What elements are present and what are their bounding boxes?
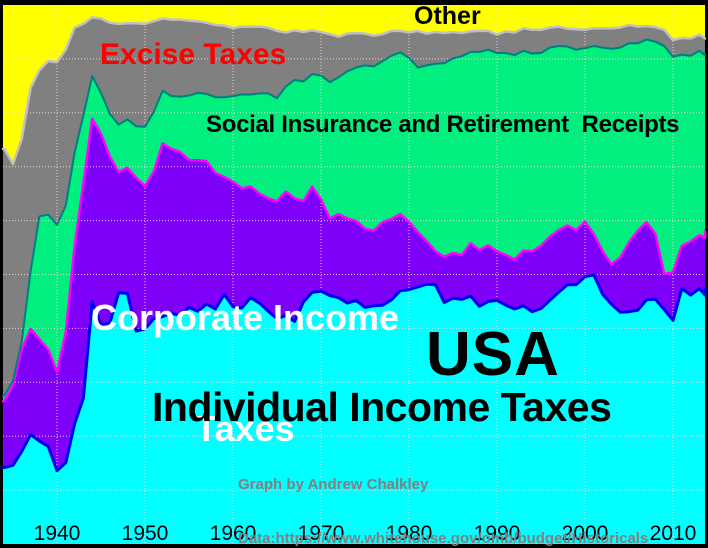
edge-social-insurance-and-retirement-receipts (2, 38, 706, 397)
area-excise-taxes (3, 17, 705, 396)
area-individual-income-taxes (3, 275, 705, 544)
edge-corporate-income-taxes (1, 117, 707, 403)
area-corporate-income-taxes (3, 118, 705, 471)
x-tick-label-1950: 1950 (122, 522, 169, 545)
x-tick-label-2000: 2000 (562, 522, 609, 545)
x-tick-label-1970: 1970 (298, 522, 345, 545)
area-other (3, 5, 705, 164)
x-tick-label-1980: 1980 (386, 522, 433, 545)
edge-excise-taxes (1, 16, 707, 166)
x-tick-label-1940: 1940 (34, 522, 81, 545)
x-tick-label-1960: 1960 (210, 522, 257, 545)
x-tick-label-2010: 2010 (650, 522, 697, 545)
x-tick-label-1990: 1990 (474, 522, 521, 545)
edge-individual-income-taxes (1, 273, 707, 473)
